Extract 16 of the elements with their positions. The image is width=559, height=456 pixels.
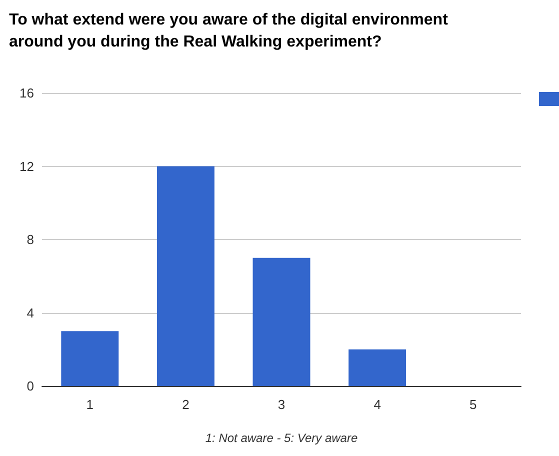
y-tick-label: 4 bbox=[26, 305, 34, 320]
x-tick-label: 2 bbox=[182, 397, 190, 412]
x-axis-title: 1: Not aware - 5: Very aware bbox=[205, 431, 358, 445]
x-tick-label: 5 bbox=[469, 397, 477, 412]
x-tick-label: 3 bbox=[278, 397, 286, 412]
y-tick-label: 8 bbox=[26, 232, 34, 247]
y-tick-label: 12 bbox=[20, 158, 34, 174]
bar bbox=[348, 349, 406, 386]
bar bbox=[156, 166, 214, 386]
y-tick-label: 16 bbox=[20, 86, 34, 100]
chart-title: To what extend were you aware of the digital environment around you during the Real Walking experiment? bbox=[9, 12, 452, 50]
x-tick-label: 1 bbox=[86, 397, 94, 412]
bar bbox=[252, 258, 310, 386]
y-tick-label: 0 bbox=[26, 378, 34, 394]
bar bbox=[61, 331, 119, 386]
x-tick-label: 4 bbox=[374, 397, 381, 412]
